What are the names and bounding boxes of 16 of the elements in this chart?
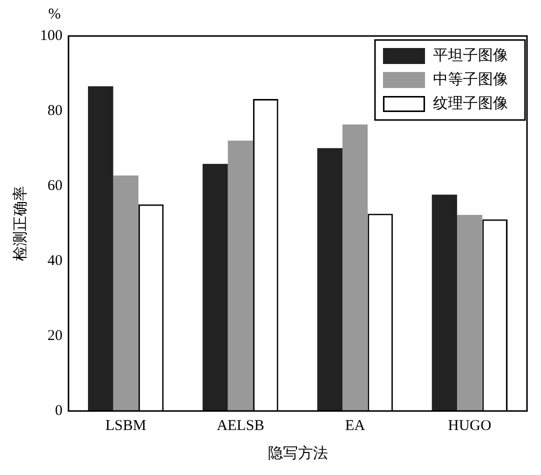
x-tick-label: AELSB [216, 418, 264, 434]
x-tick-label: EA [345, 418, 366, 434]
legend-label: 纹理子图像 [433, 94, 508, 112]
y-axis-title: 检测正确率 [10, 186, 29, 261]
y-tick-label: 20 [48, 328, 62, 344]
y-tick-label: 60 [48, 178, 62, 194]
y-tick-label: 0 [55, 402, 62, 419]
y-tick-label: 40 [48, 252, 62, 269]
legend-label: 中等子图像 [433, 70, 508, 88]
y-tick-label: 80 [48, 102, 62, 119]
y-tick-label: 100 [40, 28, 62, 44]
x-tick-label: LSBM [105, 418, 146, 434]
x-tick-label: HUGO [448, 418, 492, 434]
text: % [48, 6, 61, 22]
x-axis-title: 隐写方法 [268, 444, 328, 462]
legend-label: 平坦子图像 [433, 46, 508, 64]
